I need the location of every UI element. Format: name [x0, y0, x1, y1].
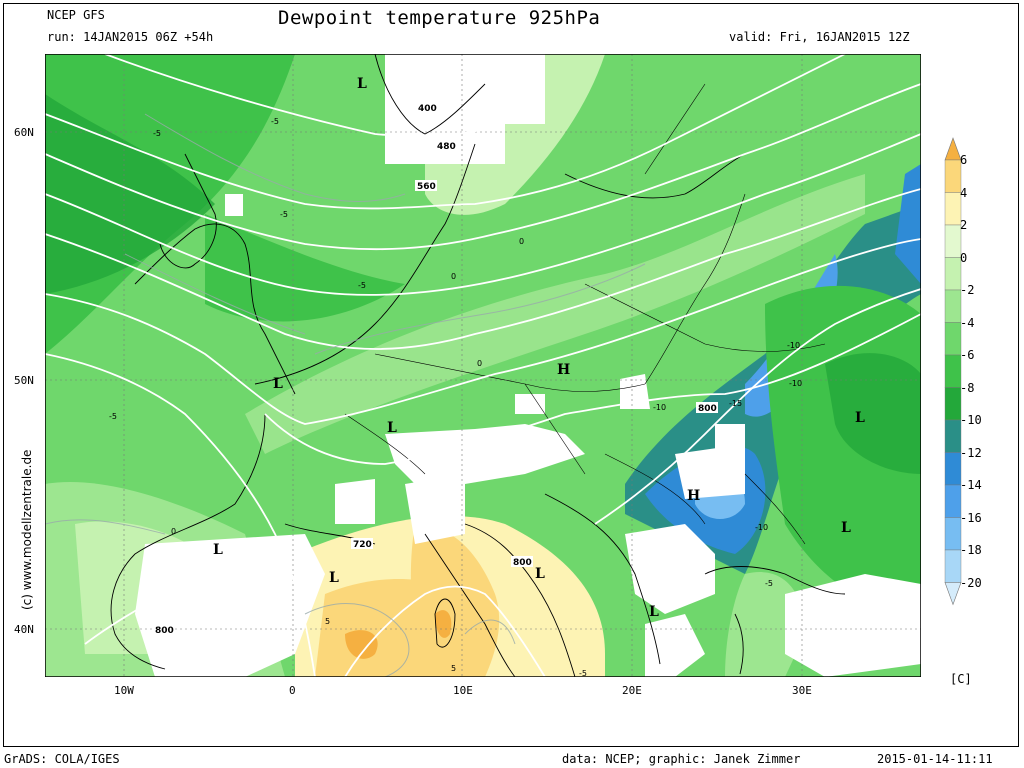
dewpoint-label: -5 [358, 281, 366, 290]
colorbar-cell [944, 387, 962, 421]
low-pressure-marker: L [855, 410, 865, 426]
dewpoint-label: -5 [765, 579, 773, 588]
low-pressure-marker: L [213, 542, 223, 558]
dewpoint-label: -10 [787, 341, 800, 350]
lon-label-10e: 10E [453, 684, 473, 697]
colorbar-cell [944, 452, 962, 486]
height-label-560: 560 [417, 182, 436, 192]
colorbar-tick-label: -8 [960, 380, 975, 395]
colorbar-tick-label: -14 [960, 478, 982, 492]
colorbar-tick-label: -12 [960, 445, 982, 460]
height-label-480: 480 [437, 142, 456, 152]
dewpoint-label: 0 [477, 359, 482, 368]
height-label-720: 720 [353, 540, 372, 550]
low-pressure-marker: L [273, 376, 283, 392]
low-pressure-marker: L [357, 76, 367, 92]
dewpoint-map: 400 480 560 800 720 800 800 -5 -5 -5 -5 … [45, 54, 921, 677]
colorbar-tick-label: 6 [960, 153, 968, 167]
colorbar-cell [944, 192, 962, 226]
low-pressure-marker: L [841, 520, 851, 536]
colorbar-tick-label: -2 [960, 283, 975, 297]
colorbar-cell [944, 484, 962, 518]
run-label: run: 14JAN2015 06Z +54h [47, 30, 214, 44]
colorbar-cell [944, 159, 962, 193]
dewpoint-label: -10 [789, 379, 802, 388]
colorbar-tick-label: 2 [960, 218, 968, 232]
dewpoint-label: -5 [271, 117, 279, 126]
dewpoint-label: -10 [653, 403, 666, 412]
height-label-800-italy: 800 [513, 558, 532, 568]
lon-label-0: 0 [289, 684, 296, 697]
footer-timestamp: 2015-01-14-11:11 [877, 752, 993, 766]
page-title: Dewpoint temperature 925hPa [278, 7, 601, 29]
colorbar-tick-label: -16 [960, 510, 982, 525]
colorbar-tick-label: -20 [960, 575, 982, 590]
lon-label-30e: 30E [792, 684, 812, 697]
dewpoint-label: 5 [325, 617, 330, 626]
low-pressure-marker: L [387, 420, 397, 436]
colorbar-tick-label: 4 [960, 185, 968, 200]
lon-label-10w: 10W [114, 684, 134, 697]
dewpoint-label: -5 [153, 129, 161, 138]
valid-label: valid: Fri, 16JAN2015 12Z [729, 30, 910, 44]
colorbar-tick-label: 0 [960, 250, 968, 265]
lat-label-50n: 50N [14, 374, 34, 387]
height-label-800-iberia: 800 [155, 626, 174, 636]
dewpoint-label: 5 [451, 664, 456, 673]
colorbar-cell [944, 419, 962, 453]
colorbar-cell [944, 224, 962, 258]
colorbar-arrow-bottom [944, 582, 962, 606]
colorbar-tick-label: -18 [960, 543, 982, 557]
colorbar-cell [944, 517, 962, 551]
dewpoint-label: 0 [519, 237, 524, 246]
low-pressure-marker: L [329, 570, 339, 586]
colorbar-cell [944, 322, 962, 356]
colorbar-cell [944, 549, 962, 583]
colorbar-cell [944, 289, 962, 323]
copyright-text: (c) www.modellzentrale.de [20, 449, 34, 610]
colorbar-unit: [C] [950, 672, 972, 686]
lat-label-60n: 60N [14, 126, 34, 139]
high-pressure-marker: H [687, 488, 700, 504]
dewpoint-label: -5 [109, 412, 117, 421]
height-label-400: 400 [418, 104, 437, 114]
dewpoint-label: -5 [579, 669, 587, 677]
height-label-800-east: 800 [698, 404, 717, 414]
dewpoint-label: -10 [755, 523, 768, 532]
low-pressure-marker: L [535, 566, 545, 582]
lon-label-20e: 20E [622, 684, 642, 697]
footer-software: GrADS: COLA/IGES [4, 752, 120, 766]
colorbar-cell [944, 257, 962, 291]
colorbar-tick-label: -6 [960, 348, 975, 362]
footer-credit: data: NCEP; graphic: Janek Zimmer [562, 752, 801, 766]
dewpoint-label: -5 [280, 210, 288, 219]
dewpoint-label: -15 [729, 399, 742, 408]
colorbar-cell [944, 354, 962, 388]
figure-frame [3, 3, 1019, 747]
low-pressure-marker: L [649, 604, 659, 620]
colorbar [944, 137, 962, 606]
lat-label-40n: 40N [14, 623, 34, 636]
colorbar-tick-label: -4 [960, 315, 975, 330]
high-pressure-marker: H [557, 362, 570, 378]
colorbar-tick-label: -10 [960, 413, 982, 427]
dewpoint-label: 0 [451, 272, 456, 281]
colorbar-arrow-top [944, 137, 962, 161]
dewpoint-label: 0 [171, 527, 176, 536]
model-label: NCEP GFS [47, 8, 105, 22]
